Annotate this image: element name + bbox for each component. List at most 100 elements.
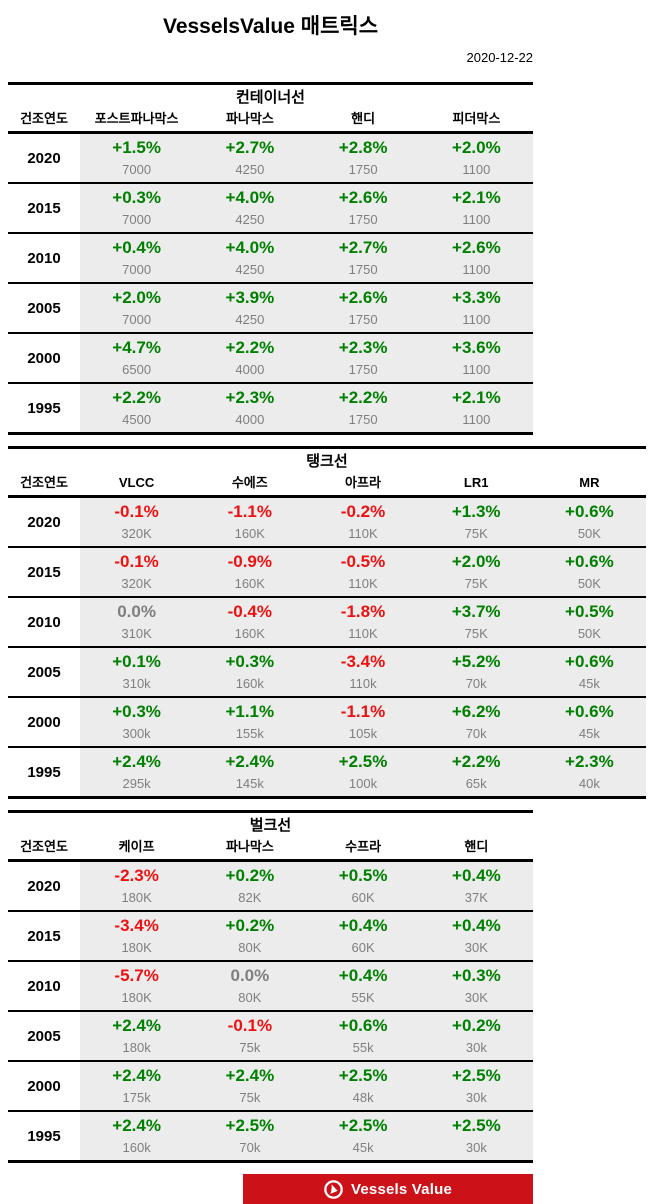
year-cell: 2020 xyxy=(8,498,80,546)
table-row: 2000 +2.4% 175k +2.4% 75k +2.5% 48k +2.5% 30k xyxy=(8,1060,533,1110)
percent-change: +2.8% xyxy=(338,138,388,157)
data-cell: +0.5% 50K xyxy=(532,598,646,646)
table-header-row: 건조연도 케이프 파나막스 수프라 핸디 xyxy=(8,836,533,862)
vessel-size: 50K xyxy=(577,626,601,641)
data-cell: +3.6% 1100 xyxy=(419,334,533,382)
vessel-size: 110K xyxy=(348,576,378,591)
vessel-size: 65k xyxy=(465,776,487,791)
percent-change: +3.7% xyxy=(451,602,501,621)
vessel-size: 310K xyxy=(121,626,152,641)
vessel-size: 4250 xyxy=(235,212,265,227)
percent-change: +2.6% xyxy=(338,188,388,207)
column-header: 핸디 xyxy=(464,839,489,854)
vessel-size: 110K xyxy=(348,626,378,641)
data-cell: -5.7% 180K xyxy=(80,962,194,1010)
data-cell: +0.3% 30K xyxy=(419,962,533,1010)
footer-brand-label: Vessels Value xyxy=(350,1180,452,1198)
table-row: 2005 +2.4% 180k -0.1% 75k +0.6% 55k +0.2% 30k xyxy=(8,1010,533,1060)
vessel-size: 1750 xyxy=(348,362,378,377)
year-cell: 2020 xyxy=(8,134,80,182)
footer-banner[interactable]: Vessels Value xyxy=(243,1174,533,1204)
year-cell: 2015 xyxy=(8,184,80,232)
year-cell: 2010 xyxy=(8,962,80,1010)
vessel-size: 7000 xyxy=(122,162,152,177)
data-cell: -0.4% 160K xyxy=(193,598,307,646)
vessel-size: 180K xyxy=(121,940,152,955)
section-title: 컨테이너선 xyxy=(235,89,305,106)
data-cell: +0.4% 60K xyxy=(306,912,420,960)
table-row: 2005 +2.0% 7000 +3.9% 4250 +2.6% 1750 +3.3% 1100 xyxy=(8,282,533,332)
percent-change: +2.3% xyxy=(338,338,388,357)
table-row: 2000 +4.7% 6500 +2.2% 4000 +2.3% 1750 +3.6% 1100 xyxy=(8,332,533,382)
data-cell: +1.5% 7000 xyxy=(80,134,194,182)
data-cell: +1.3% 75K xyxy=(419,498,533,546)
vessel-table: 벌크선 건조연도 케이프 파나막스 수프라 핸디 2020 -2.3% 180K +0.2%… xyxy=(8,810,533,1163)
percent-change: +2.6% xyxy=(338,288,388,307)
vessel-table: 컨테이너선 건조연도 포스트파나막스 파나막스 핸디 피더막스 2020 +1.5% 70… xyxy=(8,82,533,435)
percent-change: -0.9% xyxy=(227,552,272,571)
data-cell: +2.7% 4250 xyxy=(193,134,307,182)
percent-change: -0.5% xyxy=(340,552,386,571)
data-cell: +5.2% 70k xyxy=(419,648,533,696)
column-header: 파나막스 xyxy=(225,839,274,854)
percent-change: 0.0% xyxy=(230,966,270,985)
table-row: 1995 +2.2% 4500 +2.3% 4000 +2.2% 1750 +2.1% 1100 xyxy=(8,382,533,432)
vessel-size: 4250 xyxy=(235,162,265,177)
vessel-size: 105k xyxy=(348,726,378,741)
data-cell: +0.6% 50K xyxy=(532,498,646,546)
year-cell: 1995 xyxy=(8,748,80,796)
data-cell: 0.0% 310K xyxy=(80,598,194,646)
percent-change: +2.5% xyxy=(338,1066,388,1085)
percent-change: +2.0% xyxy=(452,138,501,157)
year-column-header: 건조연도 xyxy=(20,839,68,854)
vessel-size: 30K xyxy=(464,990,488,1005)
percent-change: +0.3% xyxy=(112,188,161,207)
vessel-size: 30k xyxy=(465,1090,487,1105)
data-cell: +4.0% 4250 xyxy=(193,184,307,232)
vessel-size: 160k xyxy=(122,1140,151,1155)
data-cell: +0.4% 37K xyxy=(419,862,533,910)
year-cell: 1995 xyxy=(8,384,80,432)
table-body: 2020 -0.1% 320K -1.1% 160K -0.2% 110K +1.3% 75K +… xyxy=(8,498,646,796)
vessel-size: 50K xyxy=(577,526,601,541)
data-cell: +2.0% 7000 xyxy=(80,284,194,332)
data-cell: +2.3% 4000 xyxy=(193,384,307,432)
vessel-size: 1750 xyxy=(348,262,378,277)
year-cell: 2000 xyxy=(8,334,80,382)
data-cell: +3.7% 75K xyxy=(419,598,533,646)
data-cell: +2.0% 1100 xyxy=(419,134,533,182)
year-column-header: 건조연도 xyxy=(20,111,68,126)
vessel-size: 1100 xyxy=(462,162,491,177)
vessel-size: 40k xyxy=(578,776,600,791)
vessels-value-logo-icon xyxy=(324,1179,343,1199)
data-cell: +0.1% 310k xyxy=(80,648,194,696)
vessel-size: 180K xyxy=(121,990,152,1005)
percent-change: +2.3% xyxy=(565,752,614,771)
vessel-size: 180k xyxy=(122,1040,151,1055)
vessel-size: 6500 xyxy=(122,362,152,377)
vessel-size: 1100 xyxy=(462,312,491,327)
column-header: 아프라 xyxy=(345,475,381,490)
percent-change: -0.1% xyxy=(114,552,159,571)
data-cell: +0.3% 160k xyxy=(193,648,307,696)
table-row: 2020 -0.1% 320K -1.1% 160K -0.2% 110K +1.3% 75K +… xyxy=(8,498,646,546)
percent-change: +0.2% xyxy=(225,916,275,935)
percent-change: -0.2% xyxy=(340,502,386,521)
data-cell: +0.6% 45k xyxy=(532,648,646,696)
data-cell: +2.0% 75K xyxy=(419,548,533,596)
percent-change: +0.4% xyxy=(338,916,388,935)
data-cell: +2.6% 1750 xyxy=(306,184,420,232)
data-cell: -0.1% 320K xyxy=(80,498,194,546)
percent-change: +0.5% xyxy=(565,602,614,621)
table-row: 2015 +0.3% 7000 +4.0% 4250 +2.6% 1750 +2.1% 1100 xyxy=(8,182,533,232)
data-cell: -1.1% 160K xyxy=(193,498,307,546)
data-cell: +2.7% 1750 xyxy=(306,234,420,282)
vessel-size: 4000 xyxy=(235,412,265,427)
year-cell: 2010 xyxy=(8,598,80,646)
vessel-size: 1750 xyxy=(348,312,378,327)
vessel-size: 70k xyxy=(239,1140,261,1155)
vessel-size: 45k xyxy=(578,676,600,691)
report-date: 2020-12-22 xyxy=(466,50,534,65)
percent-change: +5.2% xyxy=(451,652,501,671)
